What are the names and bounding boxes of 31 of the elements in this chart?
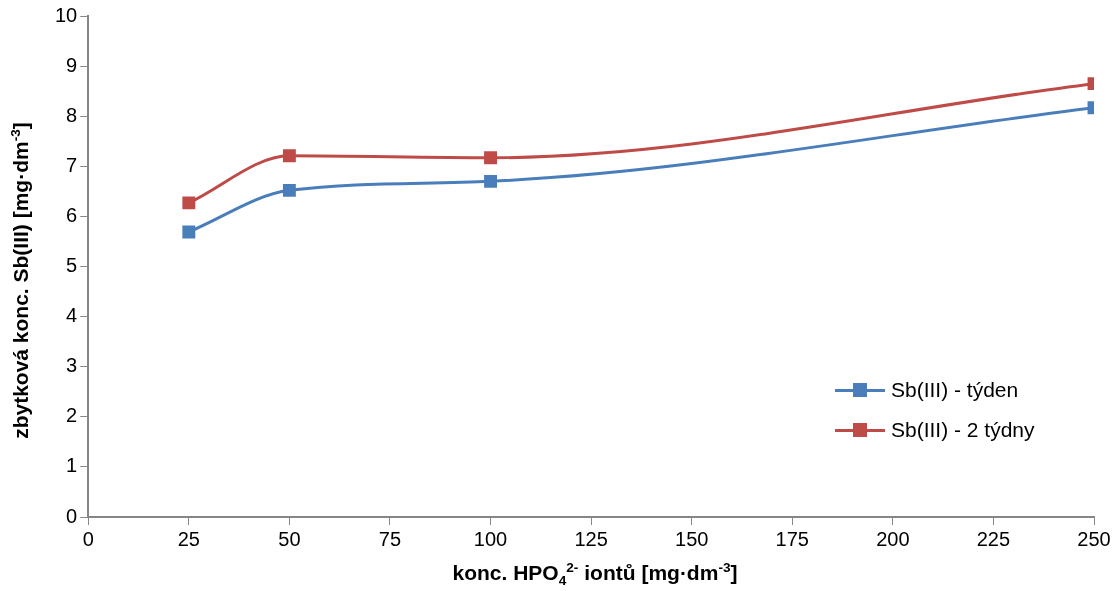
x-tick-label: 50 xyxy=(278,527,301,550)
point xyxy=(282,183,296,197)
y-tick-label: 7 xyxy=(66,153,78,176)
point xyxy=(182,225,196,239)
point xyxy=(484,151,497,165)
y-tick-label: 8 xyxy=(66,103,78,126)
x-tick-label: 0 xyxy=(82,527,94,550)
y-tick-label: 9 xyxy=(66,53,78,76)
x-tick-label: 200 xyxy=(876,527,910,550)
x-tick-label: 75 xyxy=(378,527,402,550)
y-tick-label: 0 xyxy=(66,504,78,527)
x-tick-label: 225 xyxy=(976,527,1011,550)
x-tick-label: 125 xyxy=(574,527,608,550)
y-tick-label: 6 xyxy=(66,203,78,226)
legend-label: Sb(III) - 2 týdny xyxy=(891,418,1035,442)
point xyxy=(282,149,296,163)
y-tick-label: 4 xyxy=(66,304,78,327)
y-tick-label: 10 xyxy=(55,3,78,26)
legend-label: Sb(III) - týden xyxy=(891,378,1019,402)
x-axis-title: konc. HPO$_{4}$$^{2-}$ iontů [mg·dm$^{-3}$] xyxy=(451,560,739,589)
y-tick-label: 2 xyxy=(66,404,78,427)
x-tick-label: 150 xyxy=(675,527,709,550)
x-tick-label: 250 xyxy=(1077,527,1111,550)
x-tick-label: 175 xyxy=(775,527,809,550)
y-tick-label: 3 xyxy=(66,354,78,377)
y-tick-label: 1 xyxy=(66,454,78,477)
x-tick-label: 25 xyxy=(177,527,200,550)
point xyxy=(484,174,497,188)
point xyxy=(182,196,196,210)
y-tick-label: 5 xyxy=(66,254,78,277)
x-tick-label: 100 xyxy=(473,527,508,550)
